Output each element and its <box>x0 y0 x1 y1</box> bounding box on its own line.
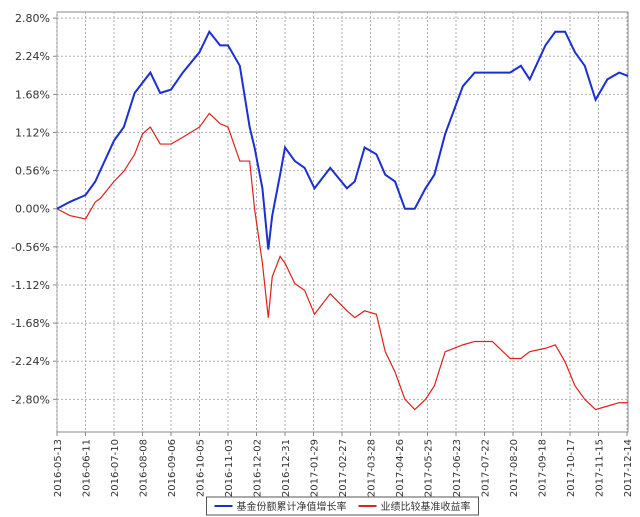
y-tick-label: -2.80% <box>11 393 50 406</box>
y-tick-label: 0.00% <box>15 203 50 216</box>
x-tick-label: 2016-12-31 <box>281 439 292 497</box>
y-tick-label: -2.24% <box>11 355 50 368</box>
x-tick-label: 2017-08-20 <box>509 439 520 497</box>
x-tick-label: 2017-05-25 <box>424 439 435 497</box>
x-tick-label: 2016-07-10 <box>110 439 121 497</box>
x-tick-label: 2017-12-14 <box>623 439 634 497</box>
x-tick-label: 2017-10-17 <box>566 439 577 497</box>
x-tick-label: 2016-11-03 <box>224 439 235 497</box>
y-tick-label: 1.68% <box>15 88 50 101</box>
y-tick-label: -1.68% <box>11 317 50 330</box>
x-tick-label: 2017-01-29 <box>310 439 321 497</box>
series-line <box>56 112 628 411</box>
y-tick-label: -1.12% <box>11 279 50 292</box>
series-line <box>56 29 629 250</box>
x-tick-label: 2016-12-02 <box>253 439 264 497</box>
x-tick-label: 2017-04-26 <box>395 439 406 497</box>
x-tick-label: 2017-09-18 <box>538 439 549 497</box>
x-tick-label: 2016-08-08 <box>139 439 150 497</box>
x-tick-label: 2016-10-05 <box>196 439 207 497</box>
legend-label: 业绩比较基准收益率 <box>381 500 471 513</box>
x-tick-label: 2017-07-22 <box>481 439 492 497</box>
x-tick-label: 2017-06-23 <box>452 439 463 497</box>
y-tick-label: 2.80% <box>15 12 50 25</box>
legend-box <box>206 496 479 516</box>
x-tick-label: 2017-02-27 <box>338 439 349 497</box>
x-tick-label: 2016-05-13 <box>53 439 64 497</box>
y-tick-label: 0.56% <box>15 165 50 178</box>
legend-label: 基金份额累计净值增长率 <box>237 500 347 513</box>
x-tick-label: 2017-11-15 <box>595 439 606 497</box>
legend: 基金份额累计净值增长率 业绩比较基准收益率 <box>206 496 479 516</box>
x-tick-label: 2017-03-28 <box>367 439 378 497</box>
x-tick-label: 2016-06-11 <box>82 439 93 497</box>
x-tick-label: 2016-09-06 <box>167 439 178 497</box>
y-tick-label: 1.12% <box>15 126 50 139</box>
y-tick-label: -0.56% <box>11 241 50 254</box>
y-tick-label: 2.24% <box>15 50 50 63</box>
